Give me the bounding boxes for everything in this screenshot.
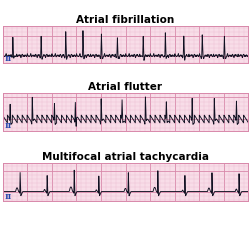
Text: II: II [4,193,12,201]
Title: Atrial fibrillation: Atrial fibrillation [76,15,174,25]
Title: Multifocal atrial tachycardia: Multifocal atrial tachycardia [42,152,208,163]
Text: II: II [4,55,12,63]
Title: Atrial flutter: Atrial flutter [88,82,162,92]
Text: II: II [4,122,12,130]
